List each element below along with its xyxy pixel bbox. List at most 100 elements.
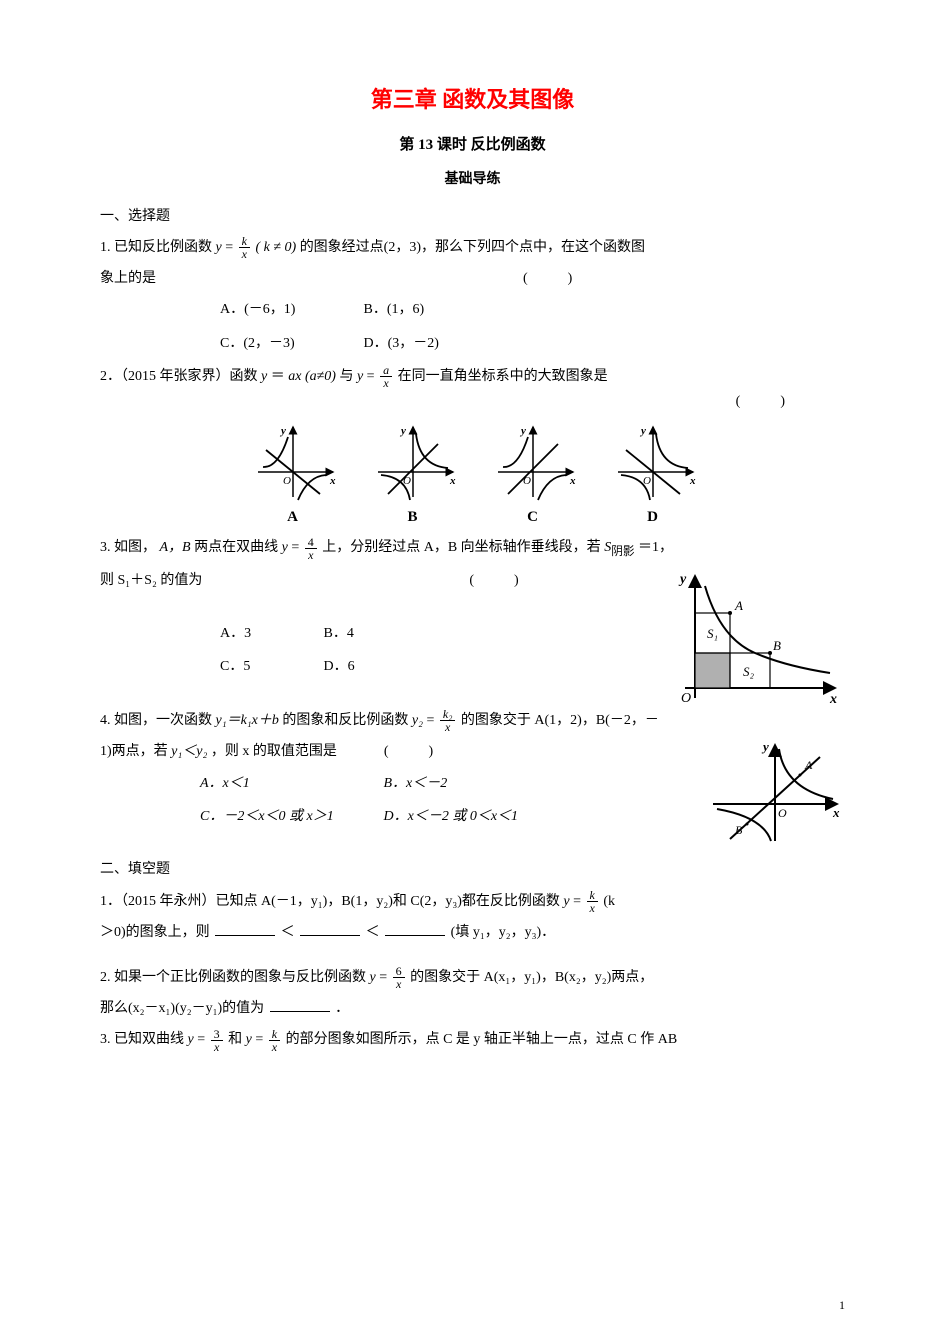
q3-fy: y — [282, 540, 288, 555]
q3-frac-den: x — [305, 549, 317, 561]
lesson-title: 第 13 课时 反比例函数 — [100, 132, 845, 159]
svg-text:x: x — [329, 475, 336, 487]
q3-stem-pre: 3. 如图， — [100, 540, 156, 555]
q3-Seq: ＝1， — [638, 540, 673, 555]
q2-f1b: ax — [288, 369, 301, 384]
q4-f2y: y₂ — [412, 713, 423, 728]
f3-f1-den: x — [211, 1041, 223, 1053]
f3-fraction-2: k x — [269, 1028, 280, 1053]
q3-S-sub: 阴影 — [611, 545, 634, 558]
q2-graph-A: x y O A — [248, 422, 338, 531]
question-2: 2．（2015 年张家界）函数 y ＝ ax (a≠0) 与 y = a x 在… — [100, 364, 845, 389]
f2-line2-post: ． — [335, 1001, 349, 1016]
f2-line2-pre: 那么(x₂－x₁)(y₂－y₁)的值为 — [100, 1001, 264, 1016]
f1-lt2: ＜ — [366, 925, 380, 940]
fill-1-line2: ＞0)的图象上，则 ＜ ＜ (填 y₁，y₂，y₃)． — [100, 920, 845, 945]
f1-frac-num: k — [587, 889, 598, 902]
svg-text:y: y — [399, 425, 406, 437]
q2-stem-post: 在同一直角坐标系中的大致图象是 — [398, 369, 608, 384]
svg-text:O: O — [283, 475, 291, 487]
fill-2-line2: 那么(x₂－x₁)(y₂－y₁)的值为 ． — [100, 996, 845, 1021]
q4-optD: D．x＜－2 或 0＜x＜1 — [384, 804, 519, 829]
q4-diagram: x y O A B — [705, 739, 845, 849]
q2-label-A: A — [248, 504, 338, 531]
q1-var-y: y — [216, 240, 222, 255]
q4-ineq: y₁＜y₂ — [171, 744, 207, 759]
q1-cond: ( k ≠ 0) — [255, 240, 296, 255]
svg-text:y: y — [279, 425, 286, 437]
q4-f1: y₁＝k₁x＋b — [216, 713, 279, 728]
svg-text:y: y — [519, 425, 526, 437]
q2-graph-D: x y O D — [608, 422, 698, 531]
q2-fraction: a x — [380, 364, 392, 389]
q2-f2a: y — [357, 369, 363, 384]
q3-optC: C．5 — [220, 654, 320, 679]
section-1-heading: 一、选择题 — [100, 204, 845, 229]
f3-f2-num: k — [269, 1028, 280, 1041]
q4-optA: A．x＜1 — [200, 771, 380, 796]
q2-stem-pre: 2．（2015 年张家界）函数 — [100, 369, 261, 384]
q1-frac-den: x — [239, 248, 250, 260]
q3-options-row2: C．5 D．6 — [220, 654, 665, 679]
svg-text:S₁: S₁ — [707, 626, 718, 641]
svg-text:B: B — [773, 638, 781, 653]
section-2-heading: 二、填空题 — [100, 857, 845, 882]
q2-graph-C: x y O C — [488, 422, 578, 531]
q1-stem-mid: 的图象经过点(2，3)，那么下列四个点中，在这个函数图 — [300, 240, 645, 255]
f1-blank-2 — [300, 921, 360, 936]
q2-stem-mid: 与 — [339, 369, 357, 384]
f1-line2-post: (填 y₁，y₂，y₃)． — [451, 925, 555, 940]
f3-stem-pre: 3. 已知双曲线 — [100, 1032, 188, 1047]
f2-stem-mid: 的图象交于 A(x₁，y₁)，B(x₂，y₂)两点， — [410, 970, 653, 985]
q3-diagram: x y O S₁ S₂ A B — [665, 568, 845, 708]
q3-line2-text: 则 S₁＋S₂ 的值为 — [100, 573, 202, 588]
q2-f1a: y — [261, 369, 267, 384]
q3-AB: A，B — [160, 540, 191, 555]
q3-optA: A．3 — [220, 621, 320, 646]
q3-optD: D．6 — [324, 654, 424, 679]
question-3: 3. 如图， A，B 两点在双曲线 y = 4 x 上，分别经过点 A，B 向坐… — [100, 535, 845, 562]
q2-label-D: D — [608, 504, 698, 531]
fill-1: 1．（2015 年永州）已知点 A(－1，y₁)，B(1，y₂)和 C(2，y₃… — [100, 889, 845, 914]
q1-options-row2: C．(2，－3) D．(3，－2) — [220, 331, 845, 356]
q4-frac-den: x — [440, 721, 456, 733]
svg-text:A: A — [734, 598, 743, 613]
q2-frac-den: x — [380, 377, 392, 389]
question-4-body: 1)两点，若 y₁＜y₂ ，则 x 的取值范围是 () A．x＜1 B．x＜－2… — [100, 739, 845, 849]
f3-f1eq: = — [197, 1032, 208, 1047]
q4-line2-mid: ，则 x 的取值范围是 — [211, 744, 337, 759]
fill-3: 3. 已知双曲线 y = 3 x 和 y = k x 的部分图象如图所示，点 C… — [100, 1027, 845, 1052]
question-1-line2: 象上的是 () — [100, 266, 845, 291]
q2-graph-B: x y O B — [368, 422, 458, 531]
q1-stem-pre: 1. 已知反比例函数 — [100, 240, 216, 255]
svg-text:y: y — [761, 739, 769, 754]
q3-frac-num: 4 — [305, 536, 317, 549]
q2-f1eq: ＝ — [271, 369, 285, 384]
f3-stem-post: 的部分图象如图所示，点 C 是 y 轴正半轴上一点，过点 C 作 AB — [286, 1032, 678, 1047]
svg-text:S₂: S₂ — [743, 664, 755, 679]
f3-f1y: y — [188, 1032, 194, 1047]
chapter-title: 第三章 函数及其图像 — [100, 80, 845, 120]
q3-feq: = — [291, 540, 302, 555]
f1-line2-pre: ＞0)的图象上，则 — [100, 925, 210, 940]
q2-graphs: x y O A x y O B x y O — [100, 422, 845, 531]
svg-text:x: x — [829, 692, 837, 707]
question-4: 4. 如图，一次函数 y₁＝k₁x＋b 的图象和反比例函数 y₂ = k₂ x … — [100, 708, 845, 733]
q1-optB: B．(1，6) — [364, 297, 504, 322]
f1-lt1: ＜ — [281, 925, 295, 940]
q3-fraction: 4 x — [305, 536, 317, 561]
q1-fraction: k x — [239, 235, 250, 260]
q4-f2eq: = — [426, 713, 437, 728]
section-subtitle: 基础导练 — [100, 167, 845, 192]
f2-stem-pre: 2. 如果一个正比例函数的图象与反比例函数 — [100, 970, 370, 985]
q4-options-row2: C．－2＜x＜0 或 x＞1 D．x＜－2 或 0＜x＜1 — [200, 804, 705, 829]
svg-text:B: B — [735, 823, 743, 837]
fill-2: 2. 如果一个正比例函数的图象与反比例函数 y = 6 x 的图象交于 A(x₁… — [100, 965, 845, 990]
f3-fraction-1: 3 x — [211, 1028, 223, 1053]
f3-f2y: y — [246, 1032, 252, 1047]
q2-answer-paren: () — [100, 389, 845, 414]
f1-blank-3 — [385, 921, 445, 936]
q2-f2eq: = — [367, 369, 378, 384]
q1-optD: D．(3，－2) — [364, 331, 504, 356]
q4-line2: 1)两点，若 y₁＜y₂ ，则 x 的取值范围是 () — [100, 739, 705, 764]
